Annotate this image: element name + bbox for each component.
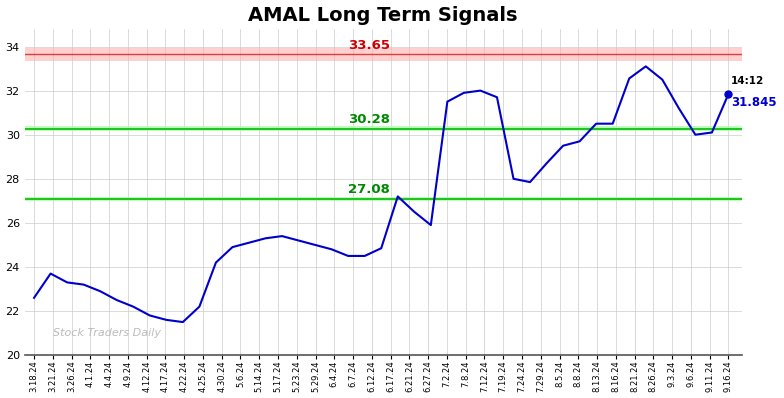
Text: 33.65: 33.65 — [348, 39, 390, 52]
Bar — [24, 126, 742, 131]
Text: Stock Traders Daily: Stock Traders Daily — [53, 328, 161, 338]
Text: 30.28: 30.28 — [348, 113, 390, 126]
Title: AMAL Long Term Signals: AMAL Long Term Signals — [249, 6, 518, 25]
Text: 31.845: 31.845 — [731, 96, 777, 109]
Text: 27.08: 27.08 — [348, 183, 390, 197]
Text: 14:12: 14:12 — [731, 76, 764, 86]
Bar — [24, 48, 742, 61]
Bar — [24, 197, 742, 201]
